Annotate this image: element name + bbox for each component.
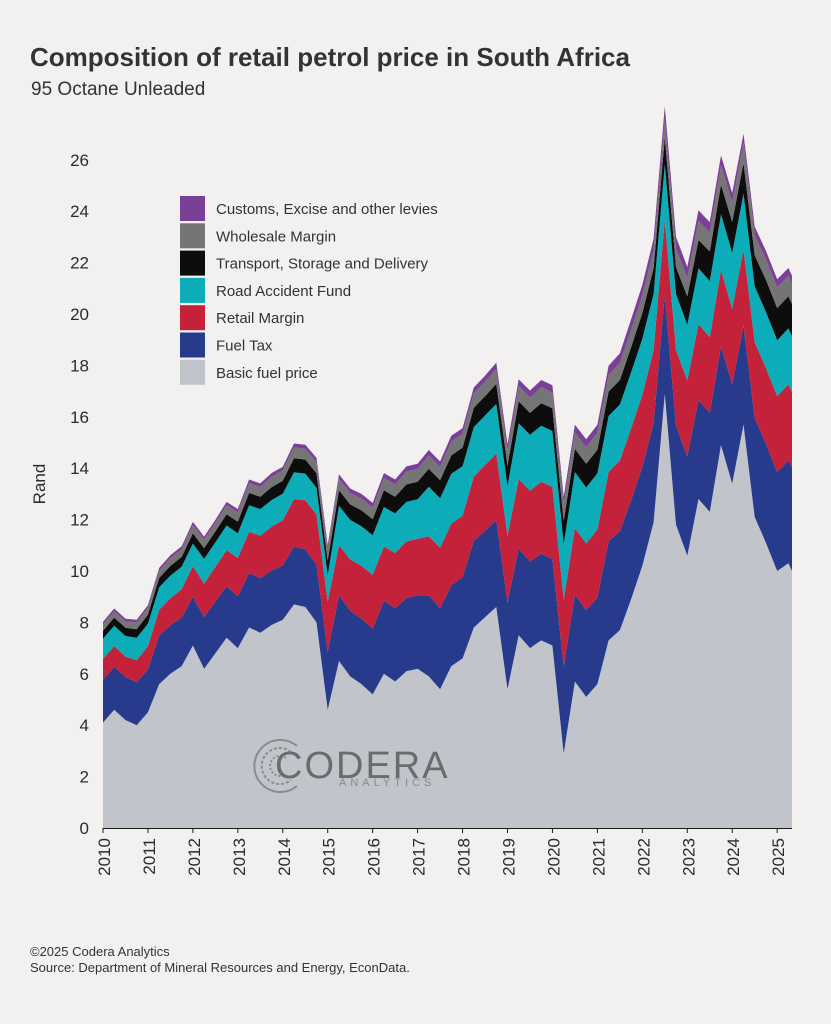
area-retail-margin: [103, 220, 792, 683]
y-tick-label: 16: [70, 408, 89, 427]
legend-label: Basic fuel price: [216, 365, 318, 382]
x-tick-label: 2021: [589, 838, 608, 876]
legend-label: Retail Margin: [216, 310, 304, 327]
x-tick-label: 2016: [365, 838, 384, 876]
x-tick-label: 2014: [275, 838, 294, 876]
y-tick-label: 8: [80, 613, 89, 632]
x-tick-label: 2020: [544, 838, 563, 876]
legend-swatch: [180, 277, 205, 303]
y-tick-label: 20: [70, 305, 89, 324]
x-tick-label: 2022: [634, 838, 653, 876]
y-tick-label: 6: [80, 665, 89, 684]
x-tick-label: 2023: [679, 838, 698, 876]
y-tick-label: 14: [70, 459, 89, 478]
x-tick-label: 2013: [230, 838, 249, 876]
footer: ©2025 Codera Analytics Source: Departmen…: [30, 944, 410, 976]
area-basic-fuel-price: [103, 393, 792, 828]
legend-swatch: [180, 359, 205, 385]
y-tick-label: 18: [70, 356, 89, 375]
chart-subtitle: 95 Octane Unleaded: [31, 79, 206, 100]
x-tick-label: 2019: [500, 838, 519, 876]
legend-label: Fuel Tax: [216, 338, 273, 355]
legend: Customs, Excise and other levies Wholesal…: [180, 196, 438, 385]
y-tick-label: 26: [70, 151, 89, 170]
legend-label: Customs, Excise and other levies: [216, 201, 438, 218]
legend-swatch: [180, 196, 205, 221]
chart-title: Composition of retail petrol price in So…: [30, 42, 630, 72]
y-tick-label: 12: [70, 511, 89, 530]
logo-name: CODERA: [275, 745, 450, 787]
y-tick-label: 0: [80, 819, 89, 838]
y-tick-label: 10: [70, 562, 89, 581]
x-tick-label: 2025: [769, 838, 788, 876]
y-axis-label: Rand: [30, 464, 49, 505]
x-tick-label: 2017: [410, 838, 429, 876]
legend-label: Road Accident Fund: [216, 283, 351, 300]
source-note: Source: Department of Mineral Resources …: [30, 960, 410, 975]
y-tick-label: 24: [70, 202, 89, 221]
legend-label: Wholesale Margin: [216, 228, 336, 245]
legend-swatch: [180, 250, 205, 276]
y-tick-label: 4: [80, 716, 89, 735]
legend-label: Transport, Storage and Delivery: [216, 256, 429, 273]
x-tick-label: 2018: [455, 838, 474, 876]
legend-swatch: [180, 332, 205, 358]
x-tick-label: 2011: [140, 838, 159, 875]
codera-logo: CODERA ANALYTICS: [253, 739, 450, 793]
codera-logo-icon: [253, 739, 298, 793]
x-tick-label: 2010: [95, 838, 114, 876]
area-fuel-tax: [103, 294, 792, 754]
legend-swatch: [180, 305, 205, 331]
legend-swatch: [180, 223, 205, 249]
x-tick-label: 2015: [320, 838, 339, 876]
logo-tagline: ANALYTICS: [339, 777, 435, 789]
x-tick-label: 2024: [724, 838, 743, 876]
x-tick-label: 2012: [185, 838, 204, 876]
copyright: ©2025 Codera Analytics: [30, 944, 170, 959]
y-tick-label: 22: [70, 254, 89, 273]
y-tick-label: 2: [80, 768, 89, 787]
x-axis: 2010 2011 2012 2013 2014 2015 2016 2017 2018 2019…: [95, 828, 792, 876]
area-layers: [103, 106, 792, 828]
